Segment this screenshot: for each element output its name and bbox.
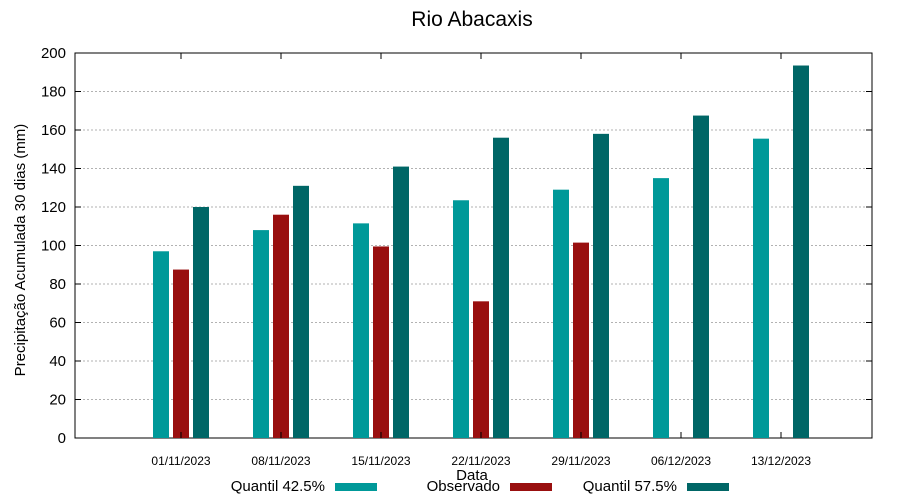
legend-label: Quantil 42.5% <box>231 478 325 495</box>
chart-title: Rio Abacaxis <box>411 8 532 31</box>
legend: Quantil 42.5% Observado Quantil 57.5% <box>231 478 729 495</box>
bar-quantil-42-5 <box>453 200 469 438</box>
bar-observado <box>373 246 389 438</box>
x-tick-label: 06/12/2023 <box>651 454 711 468</box>
bar-quantil-57-5 <box>693 115 709 438</box>
bar-observado <box>173 269 189 438</box>
legend-label: Observado <box>427 478 500 495</box>
y-tick-label: 100 <box>41 238 66 255</box>
x-tick-label: 29/11/2023 <box>551 454 610 468</box>
bar-quantil-57-5 <box>193 207 209 438</box>
bar-quantil-42-5 <box>553 189 569 438</box>
legend-swatch <box>510 483 552 491</box>
y-tick-label: 20 <box>49 392 66 409</box>
x-axis-ticks: 01/11/2023 08/11/2023 15/11/2023 22/11/2023… <box>151 53 811 468</box>
y-axis-label: Precipitação Acumulada 30 dias (mm) <box>12 124 29 377</box>
y-tick-label: 0 <box>58 430 66 447</box>
y-tick-label: 80 <box>49 276 66 293</box>
y-tick-label: 60 <box>49 315 66 332</box>
x-tick-label: 01/11/2023 <box>151 454 210 468</box>
bar-observado <box>573 242 589 438</box>
y-tick-label: 180 <box>41 84 66 101</box>
bar-quantil-42-5 <box>153 251 169 438</box>
bar-quantil-57-5 <box>593 133 609 438</box>
y-axis-ticks: 0 20 40 60 80 100 120 140 160 180 200 <box>41 45 872 447</box>
bar-quantil-42-5 <box>753 138 769 438</box>
bar-observado <box>473 301 489 438</box>
x-tick-label: 13/12/2023 <box>751 454 811 468</box>
bar-quantil-57-5 <box>493 137 509 438</box>
y-tick-label: 200 <box>41 45 66 62</box>
bars <box>153 65 809 438</box>
bar-quantil-42-5 <box>653 178 669 438</box>
legend-label: Quantil 57.5% <box>583 478 677 495</box>
bar-quantil-57-5 <box>293 185 309 438</box>
x-tick-label: 15/11/2023 <box>351 454 410 468</box>
y-tick-label: 160 <box>41 122 66 139</box>
bar-quantil-42-5 <box>253 230 269 438</box>
y-tick-label: 40 <box>49 353 66 370</box>
bar-quantil-42-5 <box>353 223 369 438</box>
bar-quantil-57-5 <box>793 65 809 438</box>
y-tick-label: 120 <box>41 199 66 216</box>
x-axis-label: Data <box>456 467 488 484</box>
y-tick-label: 140 <box>41 161 66 178</box>
legend-swatch <box>687 483 729 491</box>
bar-observado <box>273 214 289 438</box>
legend-swatch <box>335 483 377 491</box>
bar-quantil-57-5 <box>393 166 409 438</box>
x-tick-label: 08/11/2023 <box>251 454 310 468</box>
x-tick-label: 22/11/2023 <box>451 454 510 468</box>
